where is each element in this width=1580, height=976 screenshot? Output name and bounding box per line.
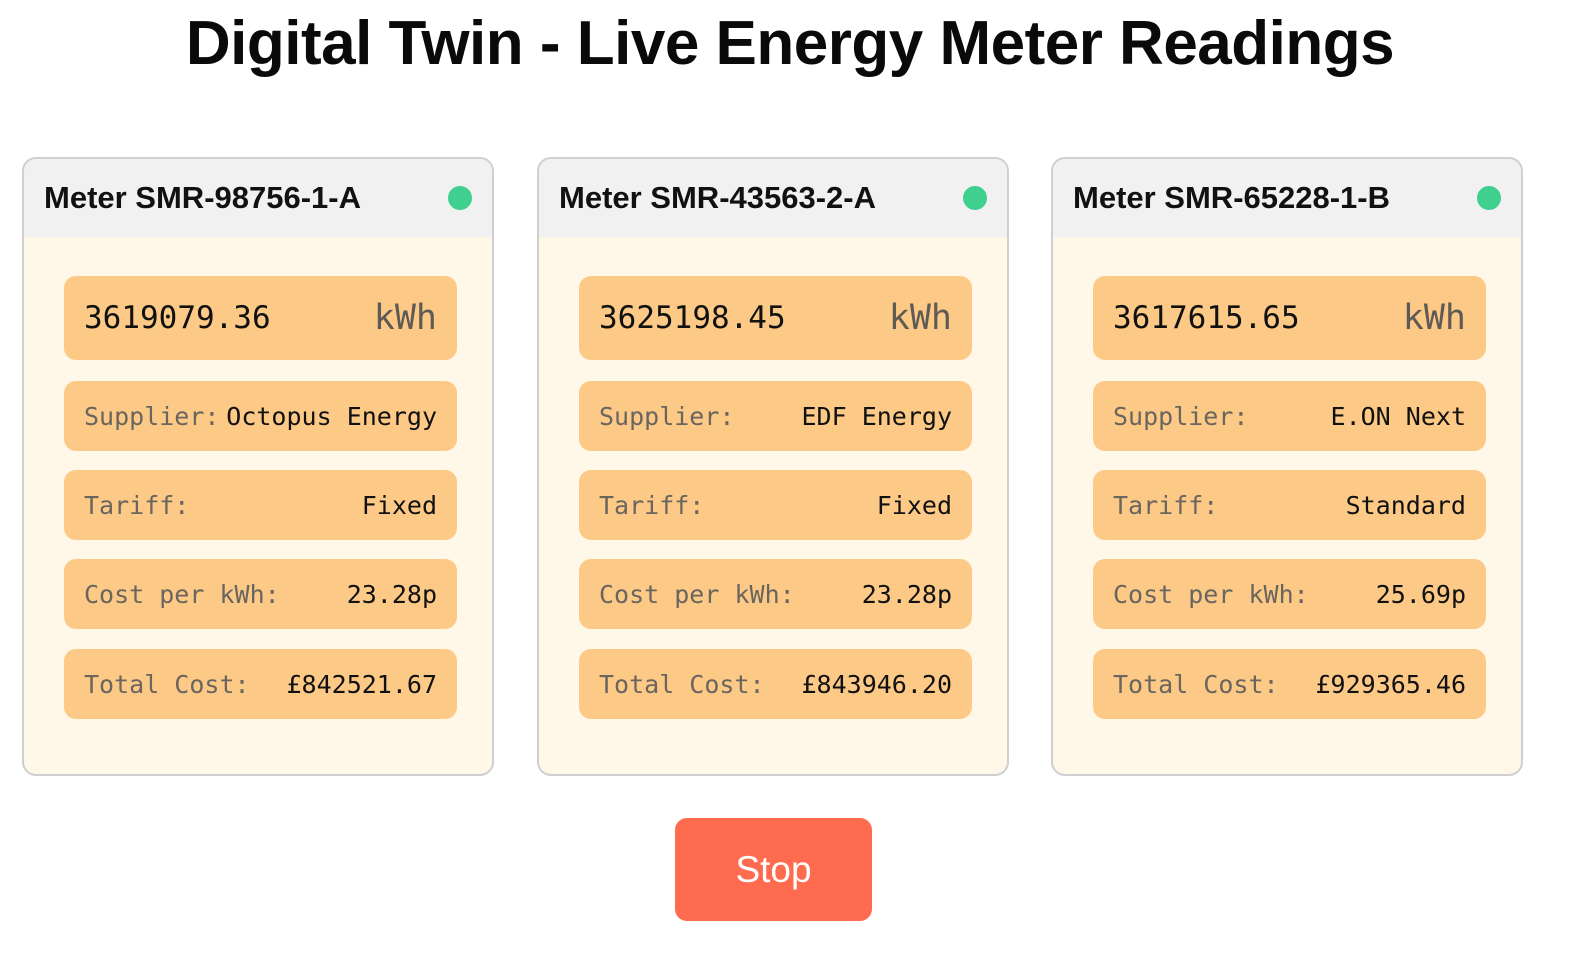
tariff-row: Tariff: Standard	[1093, 470, 1486, 540]
tariff-row: Tariff: Fixed	[579, 470, 972, 540]
supplier-value: E.ON Next	[1330, 401, 1466, 431]
meter-id: Meter SMR-43563-2-A	[559, 180, 876, 215]
total-cost-value: £929365.46	[1315, 669, 1466, 699]
reading-value: 3619079.36	[84, 300, 271, 336]
status-dot-icon	[448, 186, 472, 210]
total-cost-value: £842521.67	[286, 669, 437, 699]
meter-card: Meter SMR-43563-2-A 3625198.45 kWh Suppl…	[537, 157, 1009, 776]
status-dot-icon	[1477, 186, 1501, 210]
cost-per-kwh-row: Cost per kWh: 23.28p	[579, 559, 972, 629]
meter-reading: 3625198.45 kWh	[579, 276, 972, 360]
meter-card-header: Meter SMR-65228-1-B	[1053, 159, 1521, 237]
total-cost-row: Total Cost: £843946.20	[579, 649, 972, 719]
cost-per-kwh-label: Cost per kWh:	[599, 579, 795, 609]
tariff-label: Tariff:	[599, 490, 705, 520]
reading-value: 3625198.45	[599, 300, 786, 336]
tariff-label: Tariff:	[84, 490, 190, 520]
reading-unit: kWh	[1402, 298, 1466, 338]
cost-per-kwh-label: Cost per kWh:	[1113, 579, 1309, 609]
supplier-row: Supplier: EDF Energy	[579, 381, 972, 451]
meter-card-header: Meter SMR-98756-1-A	[24, 159, 492, 237]
meter-card-header: Meter SMR-43563-2-A	[539, 159, 1007, 237]
total-cost-label: Total Cost:	[599, 669, 765, 699]
tariff-value: Fixed	[876, 490, 952, 520]
cost-per-kwh-row: Cost per kWh: 23.28p	[64, 559, 457, 629]
cost-per-kwh-label: Cost per kWh:	[84, 579, 280, 609]
status-dot-icon	[963, 186, 987, 210]
meter-reading: 3617615.65 kWh	[1093, 276, 1486, 360]
total-cost-label: Total Cost:	[1113, 669, 1279, 699]
tariff-value: Fixed	[361, 490, 437, 520]
total-cost-row: Total Cost: £929365.46	[1093, 649, 1486, 719]
cost-per-kwh-value: 23.28p	[861, 579, 952, 609]
supplier-label: Supplier:	[84, 401, 220, 431]
cost-per-kwh-value: 25.69p	[1375, 579, 1466, 609]
tariff-value: Standard	[1345, 490, 1466, 520]
total-cost-label: Total Cost:	[84, 669, 250, 699]
supplier-label: Supplier:	[599, 401, 735, 431]
reading-unit: kWh	[888, 298, 952, 338]
supplier-value: Octopus Energy	[226, 401, 437, 431]
supplier-value: EDF Energy	[801, 401, 952, 431]
total-cost-row: Total Cost: £842521.67	[64, 649, 457, 719]
tariff-row: Tariff: Fixed	[64, 470, 457, 540]
reading-value: 3617615.65	[1113, 300, 1300, 336]
supplier-row: Supplier: E.ON Next	[1093, 381, 1486, 451]
cost-per-kwh-value: 23.28p	[346, 579, 437, 609]
page-title: Digital Twin - Live Energy Meter Reading…	[185, 9, 1395, 78]
meter-card: Meter SMR-65228-1-B 3617615.65 kWh Suppl…	[1051, 157, 1523, 776]
tariff-label: Tariff:	[1113, 490, 1219, 520]
meter-grid: Meter SMR-98756-1-A 3619079.36 kWh Suppl…	[22, 157, 1558, 778]
meter-id: Meter SMR-98756-1-A	[44, 180, 361, 215]
supplier-row: Supplier: Octopus Energy	[64, 381, 457, 451]
stop-button[interactable]: Stop	[675, 818, 872, 921]
cost-per-kwh-row: Cost per kWh: 25.69p	[1093, 559, 1486, 629]
supplier-label: Supplier:	[1113, 401, 1249, 431]
reading-unit: kWh	[373, 298, 437, 338]
meter-card: Meter SMR-98756-1-A 3619079.36 kWh Suppl…	[22, 157, 494, 776]
meter-reading: 3619079.36 kWh	[64, 276, 457, 360]
total-cost-value: £843946.20	[801, 669, 952, 699]
meter-id: Meter SMR-65228-1-B	[1073, 180, 1390, 215]
